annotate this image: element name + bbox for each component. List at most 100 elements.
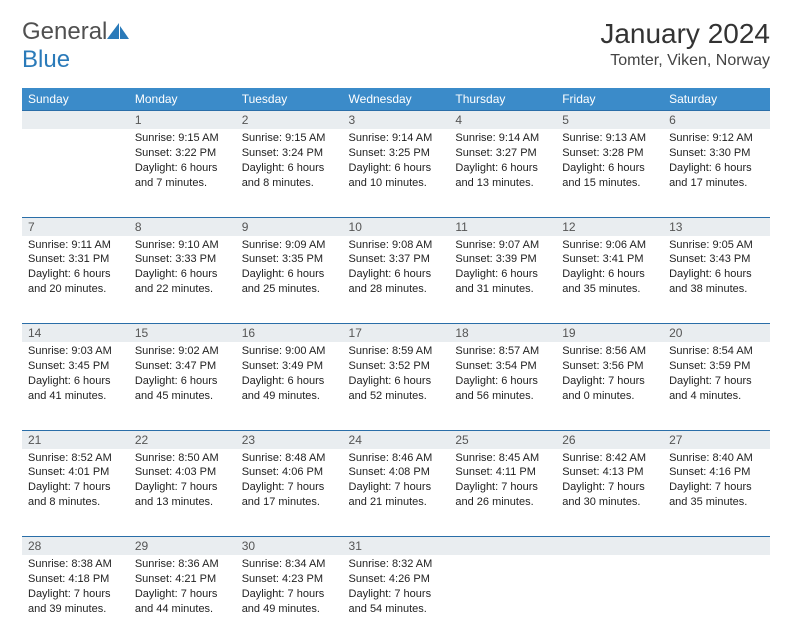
day-number: 20 [663,324,770,342]
day-cell: Sunrise: 8:32 AMSunset: 4:26 PMDaylight:… [343,555,450,622]
day-cell: Sunrise: 8:34 AMSunset: 4:23 PMDaylight:… [236,555,343,622]
sunset-line: Sunset: 4:23 PM [242,572,337,587]
sunrise-line: Sunrise: 8:38 AM [28,557,123,572]
sunrise-line: Sunrise: 8:59 AM [349,344,444,359]
daylight-line: Daylight: 6 hours and 20 minutes. [28,267,123,297]
day-number: 19 [556,324,663,342]
sunrise-line: Sunrise: 9:02 AM [135,344,230,359]
sunset-line: Sunset: 3:56 PM [562,359,657,374]
day-number: 1 [129,111,236,129]
sunrise-line: Sunrise: 9:07 AM [455,238,550,253]
day-cell: Sunrise: 8:36 AMSunset: 4:21 PMDaylight:… [129,555,236,622]
day-cell: Sunrise: 9:06 AMSunset: 3:41 PMDaylight:… [556,236,663,303]
day-cell: Sunrise: 9:03 AMSunset: 3:45 PMDaylight:… [22,342,129,409]
sunrise-line: Sunrise: 8:56 AM [562,344,657,359]
title-block: January 2024 Tomter, Viken, Norway [600,18,770,70]
day-cell: Sunrise: 9:15 AMSunset: 3:24 PMDaylight:… [236,129,343,196]
calendar-table: SundayMondayTuesdayWednesdayThursdayFrid… [22,88,770,643]
sunset-line: Sunset: 3:54 PM [455,359,550,374]
daylight-line: Daylight: 6 hours and 13 minutes. [455,161,550,191]
sunrise-line: Sunrise: 8:46 AM [349,451,444,466]
day-number: 30 [236,537,343,555]
brand-part1: General [22,18,107,45]
daylight-line: Daylight: 6 hours and 38 minutes. [669,267,764,297]
sunrise-line: Sunrise: 9:14 AM [455,131,550,146]
sunrise-line: Sunrise: 9:09 AM [242,238,337,253]
day-number: 15 [129,324,236,342]
sunrise-line: Sunrise: 8:34 AM [242,557,337,572]
month-title: January 2024 [600,18,770,50]
day-number: 25 [449,431,556,449]
day-number: 10 [343,218,450,236]
day-cell: Sunrise: 8:50 AMSunset: 4:03 PMDaylight:… [129,449,236,516]
sunrise-line: Sunrise: 8:32 AM [349,557,444,572]
daylight-line: Daylight: 7 hours and 35 minutes. [669,480,764,510]
sunrise-line: Sunrise: 8:50 AM [135,451,230,466]
sunrise-line: Sunrise: 8:57 AM [455,344,550,359]
sunset-line: Sunset: 3:47 PM [135,359,230,374]
brand-part2: Blue [22,46,70,73]
day-cell: Sunrise: 9:15 AMSunset: 3:22 PMDaylight:… [129,129,236,196]
sunset-line: Sunset: 3:45 PM [28,359,123,374]
daylight-line: Daylight: 6 hours and 35 minutes. [562,267,657,297]
day-number: 18 [449,324,556,342]
sunrise-line: Sunrise: 8:36 AM [135,557,230,572]
day-number: 4 [449,111,556,129]
daylight-line: Daylight: 6 hours and 31 minutes. [455,267,550,297]
sunrise-line: Sunrise: 9:08 AM [349,238,444,253]
day-number: 17 [343,324,450,342]
day-number: 13 [663,218,770,236]
daylight-line: Daylight: 6 hours and 41 minutes. [28,374,123,404]
sunrise-line: Sunrise: 8:52 AM [28,451,123,466]
daylight-line: Daylight: 6 hours and 56 minutes. [455,374,550,404]
day-number: 9 [236,218,343,236]
sunset-line: Sunset: 3:27 PM [455,146,550,161]
day-cell: Sunrise: 8:57 AMSunset: 3:54 PMDaylight:… [449,342,556,409]
weekday-header: Thursday [449,88,556,111]
day-number: 31 [343,537,450,555]
sunrise-line: Sunrise: 8:45 AM [455,451,550,466]
daylight-line: Daylight: 7 hours and 13 minutes. [135,480,230,510]
empty-day-number [556,537,663,555]
sunset-line: Sunset: 3:35 PM [242,252,337,267]
day-number: 3 [343,111,450,129]
daylight-line: Daylight: 6 hours and 52 minutes. [349,374,444,404]
weekday-header: Wednesday [343,88,450,111]
day-cell: Sunrise: 9:08 AMSunset: 3:37 PMDaylight:… [343,236,450,303]
sunset-line: Sunset: 3:24 PM [242,146,337,161]
sunset-line: Sunset: 4:16 PM [669,465,764,480]
sunrise-line: Sunrise: 9:05 AM [669,238,764,253]
daylight-line: Daylight: 6 hours and 7 minutes. [135,161,230,191]
day-number: 14 [22,324,129,342]
calendar-body: 123456Sunrise: 9:15 AMSunset: 3:22 PMDay… [22,111,770,643]
daylight-line: Daylight: 7 hours and 30 minutes. [562,480,657,510]
sunset-line: Sunset: 3:41 PM [562,252,657,267]
day-cell: Sunrise: 9:14 AMSunset: 3:25 PMDaylight:… [343,129,450,196]
daylight-line: Daylight: 7 hours and 17 minutes. [242,480,337,510]
day-cell: Sunrise: 9:09 AMSunset: 3:35 PMDaylight:… [236,236,343,303]
empty-day-cell [663,555,770,563]
daylight-line: Daylight: 6 hours and 10 minutes. [349,161,444,191]
day-cell: Sunrise: 9:13 AMSunset: 3:28 PMDaylight:… [556,129,663,196]
day-cell: Sunrise: 8:45 AMSunset: 4:11 PMDaylight:… [449,449,556,516]
sunset-line: Sunset: 4:01 PM [28,465,123,480]
sunset-line: Sunset: 3:52 PM [349,359,444,374]
day-cell: Sunrise: 9:14 AMSunset: 3:27 PMDaylight:… [449,129,556,196]
sunrise-line: Sunrise: 9:10 AM [135,238,230,253]
daylight-line: Daylight: 6 hours and 25 minutes. [242,267,337,297]
weekday-header: Tuesday [236,88,343,111]
daylight-line: Daylight: 6 hours and 22 minutes. [135,267,230,297]
day-cell: Sunrise: 8:54 AMSunset: 3:59 PMDaylight:… [663,342,770,409]
day-cell: Sunrise: 9:05 AMSunset: 3:43 PMDaylight:… [663,236,770,303]
sunset-line: Sunset: 4:08 PM [349,465,444,480]
day-cell: Sunrise: 9:00 AMSunset: 3:49 PMDaylight:… [236,342,343,409]
sunset-line: Sunset: 3:33 PM [135,252,230,267]
empty-day-cell [22,129,129,137]
weekday-header: Saturday [663,88,770,111]
location: Tomter, Viken, Norway [600,52,770,70]
daylight-line: Daylight: 6 hours and 28 minutes. [349,267,444,297]
day-number: 27 [663,431,770,449]
sunrise-line: Sunrise: 8:42 AM [562,451,657,466]
day-number: 7 [22,218,129,236]
sunset-line: Sunset: 3:49 PM [242,359,337,374]
